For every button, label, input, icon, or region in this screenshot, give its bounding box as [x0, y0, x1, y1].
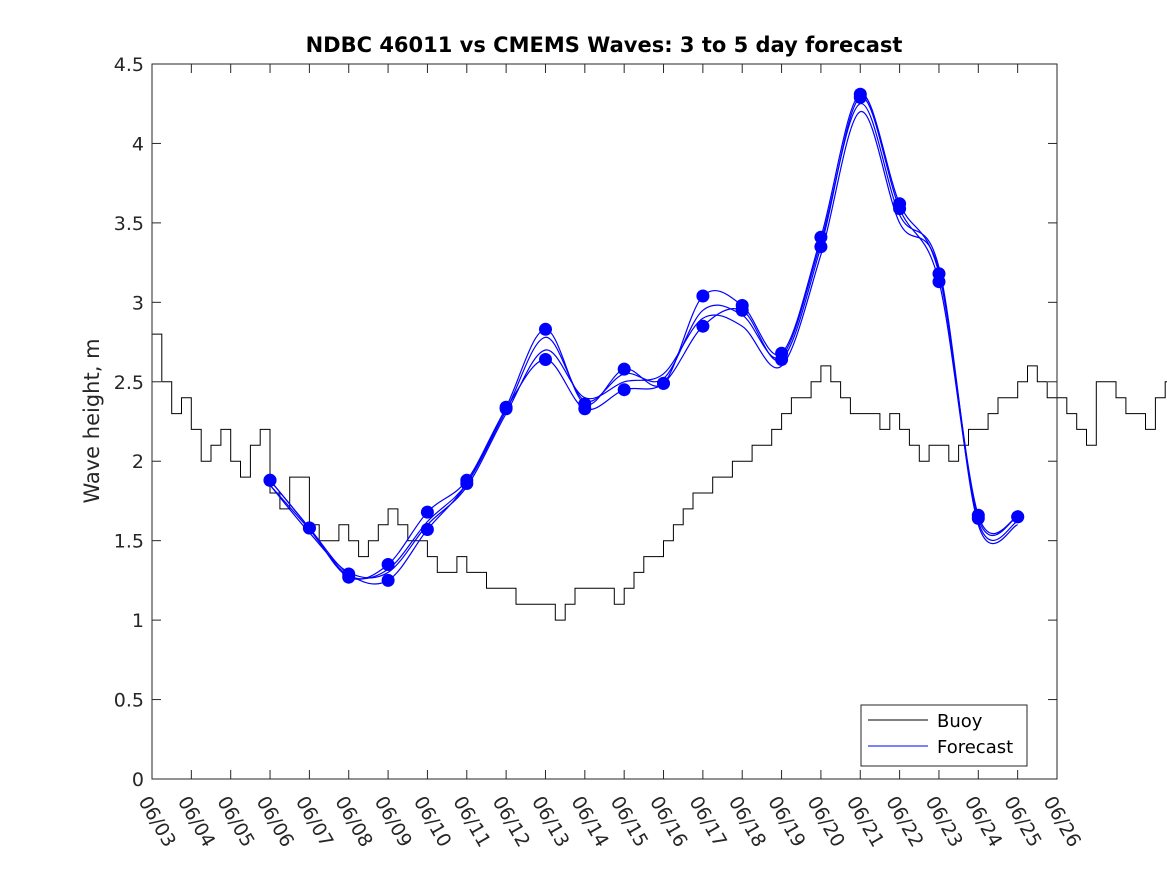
- y-tick-label: 4: [132, 133, 144, 155]
- forecast-marker: [696, 319, 710, 333]
- forecast-line-4: [269, 103, 1018, 580]
- buoy-line: [152, 333, 1167, 621]
- y-tick-label: 3: [132, 292, 144, 314]
- forecast-marker: [971, 511, 985, 525]
- forecast-marker: [1011, 510, 1025, 524]
- series-layer: [152, 93, 1167, 621]
- y-tick-label: 1.5: [114, 531, 144, 553]
- forecast-marker: [381, 573, 395, 587]
- legend-label-buoy: Buoy: [937, 711, 983, 732]
- plot-box: [151, 63, 1058, 780]
- forecast-line-3: [269, 111, 1018, 579]
- forecast-line-1: [269, 93, 1018, 585]
- y-tick-label: 0.5: [114, 690, 144, 712]
- y-tick-label: 2: [132, 451, 144, 473]
- y-tick-label: 1: [132, 610, 144, 632]
- forecast-marker: [617, 383, 631, 397]
- forecast-marker: [302, 521, 316, 535]
- forecast-marker: [460, 473, 474, 487]
- forecast-marker: [539, 353, 552, 366]
- y-tick-label: 3.5: [114, 213, 144, 235]
- forecast-marker: [932, 275, 946, 289]
- forecast-marker: [578, 402, 592, 416]
- y-tick-label: 2.5: [114, 372, 144, 394]
- legend: Buoy Forecast: [860, 704, 1028, 767]
- plot-area: [152, 64, 1057, 779]
- forecast-marker: [617, 362, 631, 376]
- forecast-marker: [342, 570, 356, 584]
- y-tick-label: 0: [132, 769, 144, 791]
- forecast-marker: [853, 90, 867, 104]
- legend-label-forecast: Forecast: [937, 737, 1013, 758]
- y-tick-label: 4.5: [114, 54, 144, 76]
- forecast-marker: [814, 240, 828, 254]
- forecast-marker: [775, 353, 789, 366]
- forecast-marker: [814, 230, 828, 244]
- legend-box: [860, 704, 1028, 767]
- forecast-marker: [735, 303, 749, 317]
- chart-title: NDBC 46011 vs CMEMS Waves: 3 to 5 day fo…: [306, 33, 903, 57]
- forecast-marker: [696, 289, 710, 303]
- forecast-marker: [420, 523, 434, 536]
- forecast-marker: [381, 558, 395, 571]
- forecast-marker: [499, 402, 513, 416]
- marker-layer: [263, 87, 1025, 587]
- forecast-marker: [539, 322, 552, 336]
- forecast-marker: [263, 473, 277, 487]
- forecast-marker: [657, 376, 670, 390]
- forecast-marker: [893, 202, 907, 216]
- forecast-marker: [420, 505, 434, 519]
- y-axis-label: Wave height, m: [80, 338, 104, 503]
- forecast-line-2: [269, 96, 1018, 580]
